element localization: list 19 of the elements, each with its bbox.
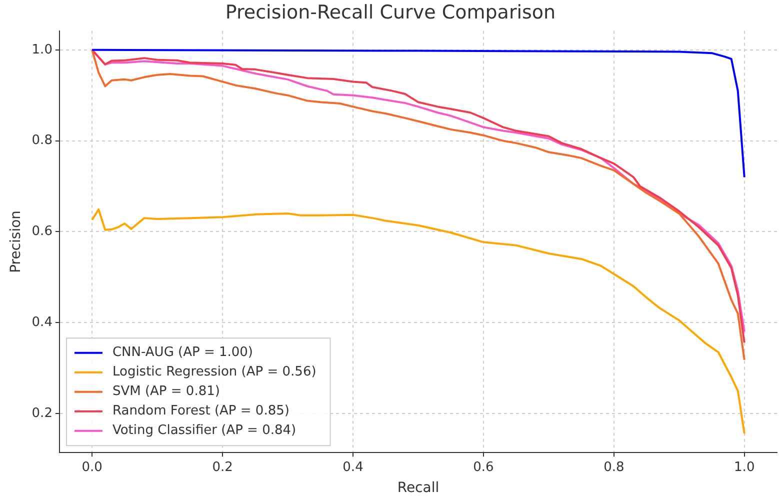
y-axis-title: Precision — [8, 210, 24, 273]
legend-label: Voting Classifier (AP = 0.84) — [112, 423, 296, 438]
y-tick-label: 0.4 — [32, 314, 52, 330]
legend-label: Random Forest (AP = 0.85) — [112, 404, 290, 419]
chart-title: Precision-Recall Curve Comparison — [225, 1, 556, 24]
legend-label: Logistic Regression (AP = 0.56) — [112, 364, 316, 380]
y-tick-label: 0.6 — [32, 224, 52, 240]
y-tick-label: 0.2 — [32, 406, 52, 421]
x-tick-label: 0.6 — [473, 460, 494, 475]
y-tick-label: 1.0 — [32, 42, 52, 58]
x-tick-label: 0.2 — [212, 460, 233, 475]
y-tick-label: 0.8 — [32, 133, 52, 148]
x-tick-label: 0.4 — [342, 460, 364, 475]
legend-label: CNN-AUG (AP = 1.00) — [112, 345, 254, 360]
x-tick-label: 1.0 — [734, 460, 755, 475]
legend-label: SVM (AP = 0.81) — [112, 384, 220, 400]
x-tick-label: 0.8 — [604, 460, 624, 475]
x-tick-label: 0.0 — [82, 460, 102, 475]
x-axis-title: Recall — [397, 480, 440, 496]
